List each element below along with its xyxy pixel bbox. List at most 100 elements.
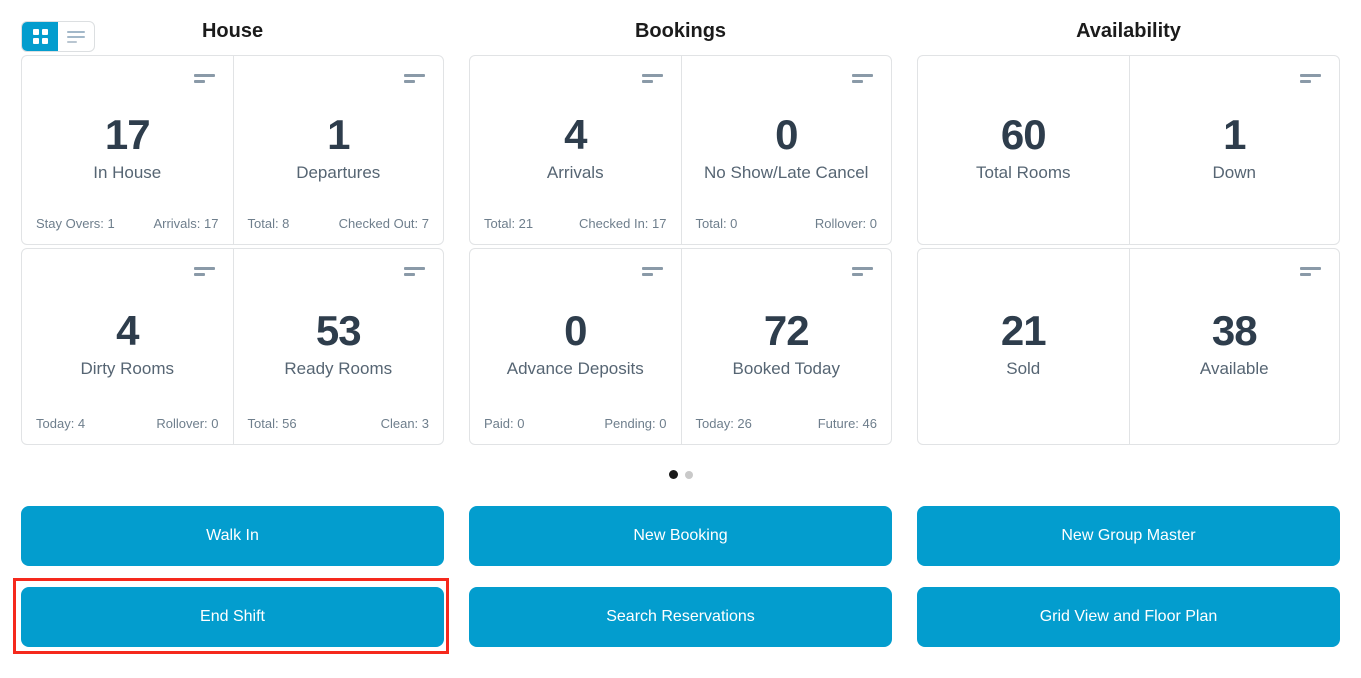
end-shift-button[interactable]: End Shift	[21, 587, 444, 647]
action-wrap: Grid View and Floor Plan	[917, 587, 1340, 647]
section-title-bookings: Bookings	[634, 20, 727, 42]
section-title-availability: Availability	[1076, 20, 1181, 42]
card-substats: Total: 0 Rollover: 0	[696, 216, 878, 232]
substat-right: Clean: 3	[380, 416, 429, 431]
card-menu-icon[interactable]	[641, 74, 663, 83]
card-no-show-late-cancel[interactable]: 0 No Show/Late Cancel Total: 0 Rollover:…	[680, 56, 892, 244]
card-ready-rooms[interactable]: 53 Ready Rooms Total: 56 Clean: 3	[232, 249, 444, 444]
metric-value: 0	[775, 110, 798, 158]
substat-left: Total: 0	[695, 216, 738, 231]
metric-value: 1	[1223, 110, 1246, 158]
card-metric: 72 Booked Today	[696, 273, 878, 416]
metric-label: Advance Deposits	[506, 359, 644, 378]
card-total-rooms[interactable]: 60 Total Rooms	[918, 56, 1129, 244]
card-menu-icon[interactable]	[1300, 267, 1321, 276]
card-menu-icon[interactable]	[404, 74, 425, 83]
card-menu-icon[interactable]	[404, 267, 425, 276]
card-menu-icon[interactable]	[852, 74, 873, 83]
list-view-icon	[67, 30, 85, 43]
card-menu-icon[interactable]	[1300, 74, 1321, 83]
metric-value: 4	[564, 110, 587, 158]
card-menu-icon[interactable]	[193, 267, 215, 276]
metric-value: 1	[327, 110, 350, 158]
metric-value: 17	[104, 110, 151, 158]
card-substats	[1144, 416, 1326, 432]
card-metric: 17 In House	[36, 80, 219, 216]
card-available[interactable]: 38 Available	[1128, 249, 1340, 444]
card-substats: Total: 21 Checked In: 17	[484, 216, 667, 232]
metric-value: 53	[315, 307, 362, 354]
substat-right: Rollover: 0	[814, 216, 877, 231]
card-substats	[932, 416, 1115, 432]
list-view-toggle-button[interactable]	[58, 22, 94, 51]
card-substats: Today: 26 Future: 46	[696, 416, 878, 432]
metric-label: Arrivals	[546, 162, 604, 182]
substat-right: Pending: 0	[604, 416, 667, 431]
pagination-dot-active[interactable]	[668, 470, 678, 479]
substat-left: Total: 8	[247, 216, 290, 231]
metric-label: Available	[1199, 359, 1269, 378]
house-panel-top: 17 In House Stay Overs: 1 Arrivals: 17 1…	[21, 55, 444, 245]
substat-left: Paid: 0	[484, 416, 525, 431]
card-substats: Today: 4 Rollover: 0	[36, 416, 219, 432]
card-in-house[interactable]: 17 In House Stay Overs: 1 Arrivals: 17	[22, 56, 233, 244]
action-wrap: New Booking	[469, 506, 892, 566]
card-booked-today[interactable]: 72 Booked Today Today: 26 Future: 46	[680, 249, 892, 444]
card-substats	[932, 216, 1115, 232]
grid-view-toggle-button[interactable]	[22, 22, 58, 51]
card-advance-deposits[interactable]: 0 Advance Deposits Paid: 0 Pending: 0	[470, 249, 681, 444]
metric-label: Total Rooms	[976, 162, 1071, 182]
card-sold[interactable]: 21 Sold	[918, 249, 1129, 444]
pagination-dots	[21, 445, 1340, 479]
bookings-panel-top: 4 Arrivals Total: 21 Checked In: 17 0 No…	[469, 55, 892, 245]
section-title-house: House	[201, 20, 264, 42]
substat-left: Today: 26	[695, 416, 752, 431]
card-menu-icon[interactable]	[193, 74, 215, 83]
substat-right: Future: 46	[817, 416, 877, 431]
substat-right: Arrivals: 17	[153, 216, 219, 231]
card-metric: 53 Ready Rooms	[248, 273, 430, 416]
new-group-master-button[interactable]: New Group Master	[917, 506, 1340, 566]
card-down[interactable]: 1 Down	[1128, 56, 1340, 244]
bookings-panel-bottom: 0 Advance Deposits Paid: 0 Pending: 0 72…	[469, 248, 892, 445]
card-dirty-rooms[interactable]: 4 Dirty Rooms Today: 4 Rollover: 0	[22, 249, 233, 444]
section-house: 17 In House Stay Overs: 1 Arrivals: 17 1…	[21, 55, 444, 445]
card-metric: 21 Sold	[932, 273, 1115, 416]
metric-value: 4	[116, 307, 139, 354]
metric-label: Departures	[296, 162, 381, 182]
pagination-dot-inactive[interactable]	[684, 470, 693, 479]
new-booking-button[interactable]: New Booking	[469, 506, 892, 566]
search-reservations-button[interactable]: Search Reservations	[469, 587, 892, 647]
card-metric: 1 Down	[1144, 80, 1326, 216]
metric-label: No Show/Late Cancel	[704, 162, 869, 182]
card-metric: 1 Departures	[248, 80, 430, 216]
substat-right: Checked Out: 7	[338, 216, 429, 231]
stat-sections: 17 In House Stay Overs: 1 Arrivals: 17 1…	[21, 55, 1340, 445]
grid-view-icon	[32, 29, 48, 44]
card-metric: 4 Arrivals	[484, 80, 667, 216]
action-wrap: Search Reservations	[469, 587, 892, 647]
card-menu-icon[interactable]	[852, 267, 873, 276]
card-substats: Paid: 0 Pending: 0	[484, 416, 667, 432]
grid-view-floor-plan-button[interactable]: Grid View and Floor Plan	[917, 587, 1340, 647]
substat-right: Rollover: 0	[156, 416, 219, 431]
card-substats	[1144, 216, 1326, 232]
card-metric: 0 Advance Deposits	[484, 273, 667, 416]
view-mode-toggle	[21, 21, 95, 52]
metric-value: 38	[1211, 307, 1258, 354]
card-departures[interactable]: 1 Departures Total: 8 Checked Out: 7	[232, 56, 444, 244]
substat-left: Total: 56	[247, 416, 297, 431]
card-metric: 4 Dirty Rooms	[36, 273, 219, 416]
metric-label: Down	[1212, 162, 1256, 182]
card-substats: Stay Overs: 1 Arrivals: 17	[36, 216, 219, 232]
card-arrivals[interactable]: 4 Arrivals Total: 21 Checked In: 17	[470, 56, 681, 244]
substat-left: Stay Overs: 1	[36, 216, 115, 231]
walk-in-button[interactable]: Walk In	[21, 506, 444, 566]
dashboard-page: House Bookings Availability 17 In House …	[13, 20, 1340, 654]
metric-value: 0	[564, 307, 587, 354]
card-menu-icon[interactable]	[641, 267, 663, 276]
metric-label: Dirty Rooms	[80, 359, 174, 378]
metric-value: 60	[1000, 110, 1047, 158]
availability-panel-top: 60 Total Rooms 1 Down	[917, 55, 1340, 245]
substat-left: Total: 21	[484, 216, 534, 231]
